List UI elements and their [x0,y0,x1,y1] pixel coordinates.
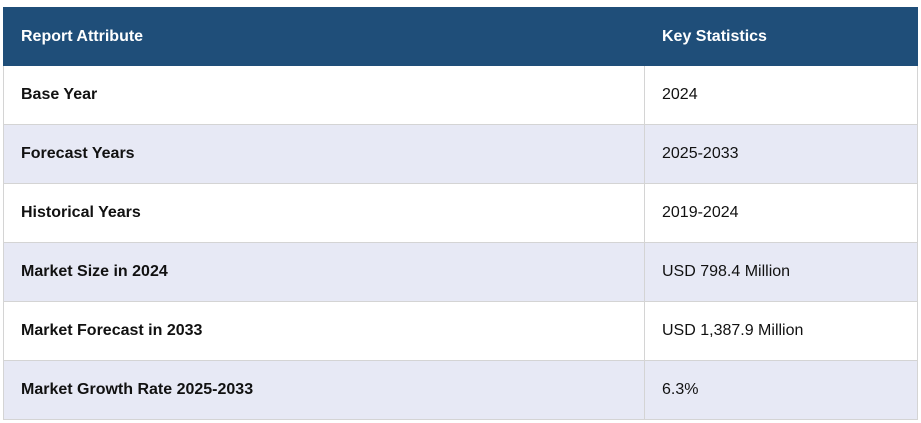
table-row: Market Forecast in 2033 USD 1,387.9 Milli… [3,301,918,361]
statistic-cell: USD 1,387.9 Million [644,301,918,361]
attribute-cell: Forecast Years [3,124,645,184]
attribute-cell: Market Growth Rate 2025-2033 [3,360,645,420]
statistic-cell: 2024 [644,65,918,125]
attribute-cell: Market Size in 2024 [3,242,645,302]
header-row: Report Attribute Key Statistics [3,7,918,66]
table-row: Market Growth Rate 2025-2033 6.3% [3,360,918,420]
stats-table: Report Attribute Key Statistics Base Yea… [3,7,918,420]
statistic-cell: 2019-2024 [644,183,918,243]
table-row: Historical Years 2019-2024 [3,183,918,243]
attribute-cell: Historical Years [3,183,645,243]
table-row: Forecast Years 2025-2033 [3,124,918,184]
statistic-cell: USD 798.4 Million [644,242,918,302]
attribute-cell: Market Forecast in 2033 [3,301,645,361]
table-row: Market Size in 2024 USD 798.4 Million [3,242,918,302]
statistic-cell: 2025-2033 [644,124,918,184]
header-cell: Key Statistics [644,7,918,66]
attribute-cell: Base Year [3,65,645,125]
statistic-cell: 6.3% [644,360,918,420]
table-row: Base Year 2024 [3,65,918,125]
header-cell: Report Attribute [3,7,645,66]
